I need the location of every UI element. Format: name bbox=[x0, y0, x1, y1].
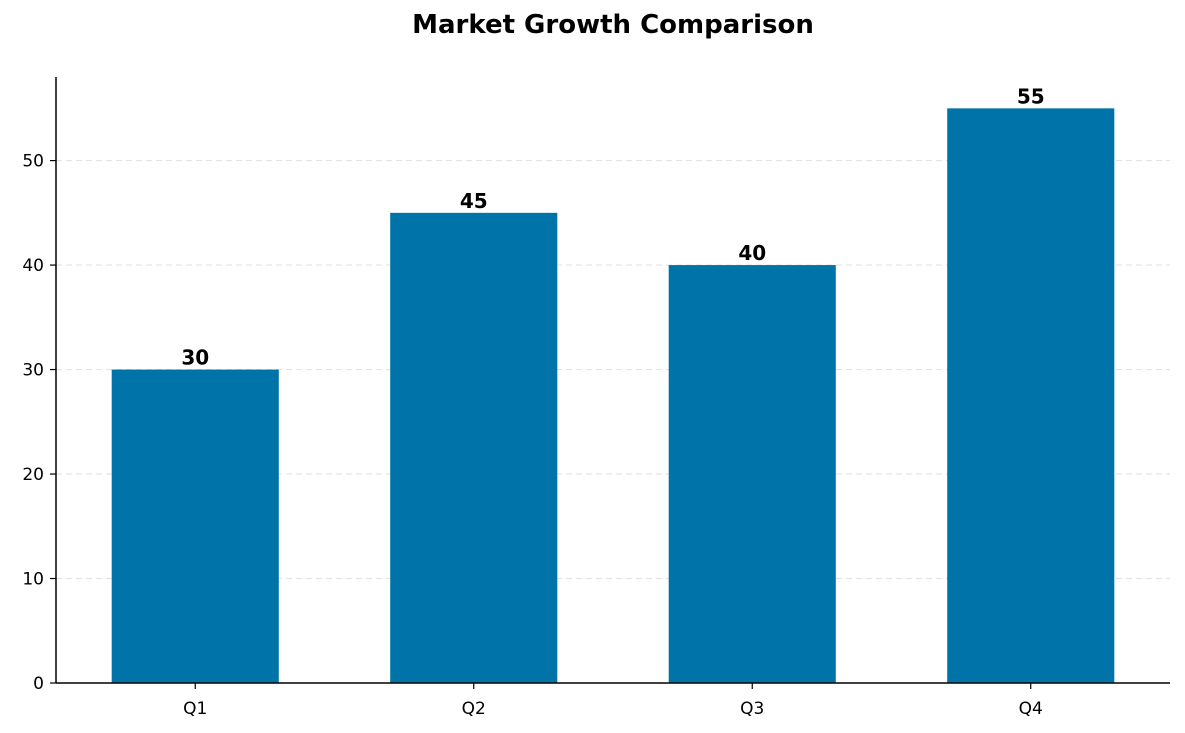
bar-value-label: 30 bbox=[181, 346, 209, 370]
value-labels: 30 45 40 55 bbox=[181, 84, 1044, 369]
x-tick-label: Q1 bbox=[183, 699, 207, 719]
bar-q4 bbox=[947, 108, 1115, 683]
bar-q3 bbox=[668, 265, 836, 683]
y-tick-label: 50 bbox=[22, 152, 44, 172]
axes bbox=[50, 77, 1170, 689]
y-tick-label: 20 bbox=[22, 465, 44, 485]
x-tick-label: Q2 bbox=[462, 699, 486, 719]
y-tick-label: 40 bbox=[22, 256, 44, 276]
chart-title: Market Growth Comparison bbox=[412, 10, 814, 40]
bar-value-label: 45 bbox=[460, 189, 488, 213]
y-tick-label: 10 bbox=[22, 570, 44, 590]
x-tick-label: Q3 bbox=[740, 699, 764, 719]
bars bbox=[111, 108, 1115, 684]
y-tick-label: 0 bbox=[33, 674, 44, 694]
y-tick-label: 30 bbox=[22, 361, 44, 381]
bar-q1 bbox=[111, 369, 279, 683]
bar-q2 bbox=[390, 212, 558, 684]
bar-value-label: 40 bbox=[738, 241, 766, 265]
bar-value-label: 55 bbox=[1017, 84, 1045, 108]
x-tick-label: Q4 bbox=[1019, 699, 1043, 719]
tick-labels: 0 10 20 30 40 50 Q1 Q2 Q3 Q4 bbox=[22, 152, 1042, 719]
